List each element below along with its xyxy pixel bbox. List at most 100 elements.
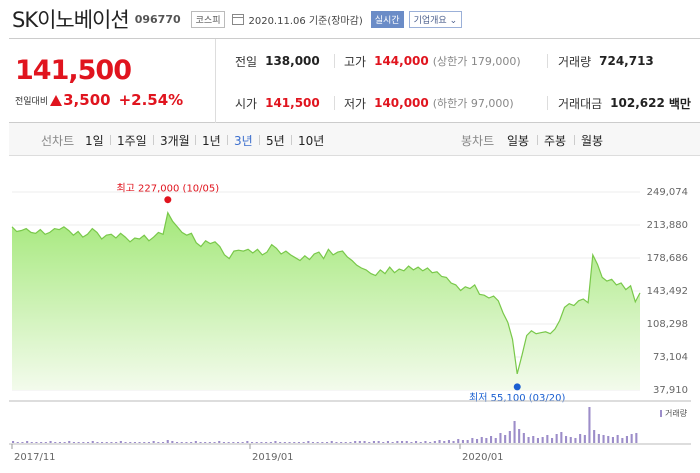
volume-bar: [289, 442, 291, 443]
tab-10years[interactable]: 10년: [298, 132, 324, 149]
volume-bar: [153, 441, 155, 443]
volume-bar: [321, 442, 323, 443]
y-tick-label: 178,686: [647, 253, 688, 264]
company-overview-dropdown[interactable]: 기업개요 ⌄: [409, 11, 463, 28]
volume-bar: [139, 442, 141, 443]
volume-bar: [190, 442, 192, 443]
tab-5years[interactable]: 5년: [266, 132, 285, 149]
volume-bar: [593, 430, 595, 443]
volume-bar: [31, 442, 33, 443]
open-price: 시가 141,500: [235, 93, 320, 113]
volume-bar: [560, 432, 562, 443]
volume-bar: [373, 441, 375, 443]
realtime-button[interactable]: 실시간: [371, 11, 404, 28]
volume-bar: [35, 442, 37, 443]
high-label: 고가: [344, 53, 366, 70]
divider: [537, 135, 538, 145]
volume-bar: [293, 442, 295, 443]
company-name[interactable]: SK이노베이션: [12, 4, 129, 34]
volume-bar: [195, 441, 197, 443]
low-annotation: 최저 55,100 (03/20): [469, 392, 565, 404]
volume-bar: [528, 437, 530, 443]
volume-bar: [453, 441, 455, 443]
divider: [334, 96, 335, 110]
volume-bar: [59, 442, 61, 443]
trading-amount: 거래대금 102,622 백만: [558, 93, 691, 113]
y-tick-label: 143,492: [647, 286, 688, 297]
chevron-down-icon: ⌄: [450, 16, 458, 26]
volume-bar: [73, 442, 75, 443]
volume-bar: [101, 442, 103, 443]
volume-bar: [434, 441, 436, 443]
volume-bar: [495, 438, 497, 443]
y-tick-label: 249,074: [647, 187, 688, 198]
tab-monthly-candle[interactable]: 월봉: [581, 132, 603, 149]
prev-label: 전일: [235, 53, 257, 70]
current-price: 141,500: [15, 55, 131, 86]
volume-label: 거래량: [558, 53, 591, 70]
volume-bar: [443, 441, 445, 443]
divider: [574, 135, 575, 145]
volume-bar: [298, 442, 300, 443]
volume-bar: [504, 435, 506, 443]
volume-bar: [574, 438, 576, 443]
upper-limit: (상한가 179,000): [433, 53, 521, 69]
volume-bar: [209, 442, 211, 443]
volume-bar: [223, 442, 225, 443]
divider: [547, 96, 548, 110]
volume-bar: [120, 441, 122, 443]
volume-bar: [134, 442, 136, 443]
company-overview-label: 기업개요: [414, 16, 447, 26]
change-value: 3,500: [63, 91, 110, 109]
volume-bar: [115, 442, 117, 443]
line-chart-label: 선차트: [41, 132, 74, 149]
volume-bar: [364, 441, 366, 443]
volume-bar: [476, 439, 478, 443]
volume-bar: [584, 435, 586, 443]
tab-1week[interactable]: 1주일: [117, 132, 147, 149]
volume-bar: [396, 441, 398, 443]
volume-bar: [265, 442, 267, 443]
volume-bar: [284, 442, 286, 443]
volume-bar: [617, 435, 619, 443]
volume-bar: [326, 442, 328, 443]
tab-weekly-candle[interactable]: 주봉: [544, 132, 566, 149]
volume-bar: [565, 436, 567, 443]
volume-bar: [214, 442, 216, 443]
volume-bar: [232, 442, 234, 443]
volume-bar: [462, 440, 464, 443]
volume-bar: [429, 442, 431, 443]
volume-bar: [514, 421, 516, 443]
volume-bar: [546, 435, 548, 443]
stock-code: 096770: [135, 13, 181, 26]
base-date: 2020.11.06 기준(장마감): [248, 12, 362, 27]
lower-limit: (하한가 97,000): [433, 95, 514, 111]
x-tick-label: 2017/11: [14, 452, 56, 463]
volume-bar: [246, 441, 248, 443]
amount-label: 거래대금: [558, 95, 602, 112]
volume-bar: [87, 442, 89, 443]
volume-bar: [439, 440, 441, 443]
divider: [195, 135, 196, 145]
divider: [227, 135, 228, 145]
divider: [291, 135, 292, 145]
tab-daily-candle[interactable]: 일봉: [507, 132, 529, 149]
divider: [153, 135, 154, 145]
volume-bar: [570, 437, 572, 443]
volume-bar: [17, 442, 19, 443]
volume-bar: [143, 442, 145, 443]
volume-bar: [579, 434, 581, 443]
tab-3years[interactable]: 3년: [234, 132, 253, 149]
current-price-box: 141,500 전일대비 3,500 +2.54%: [9, 39, 216, 123]
x-tick-label: 2019/01: [252, 452, 294, 463]
volume-bar: [92, 441, 94, 443]
high-price: 고가 144,000 (상한가 179,000): [344, 51, 521, 71]
volume-bar: [12, 441, 14, 443]
volume: 거래량 724,713: [558, 51, 654, 71]
volume-bar: [359, 441, 361, 443]
y-tick-label: 73,104: [653, 352, 688, 363]
tab-1year[interactable]: 1년: [202, 132, 221, 149]
tab-3months[interactable]: 3개월: [160, 132, 190, 149]
volume-bar: [612, 437, 614, 443]
tab-1day[interactable]: 1일: [85, 132, 104, 149]
